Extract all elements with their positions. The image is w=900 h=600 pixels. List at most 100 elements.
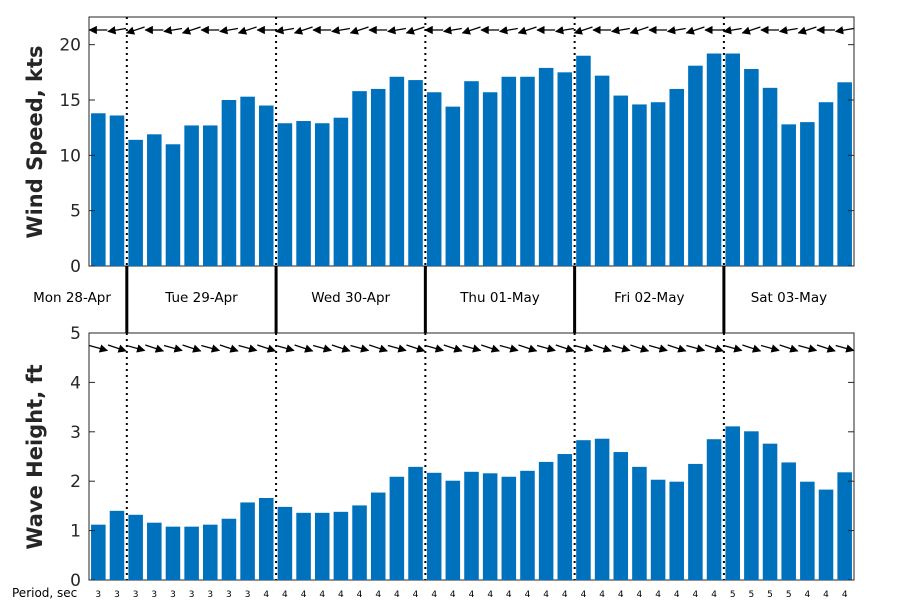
wind-direction-arrow bbox=[387, 26, 406, 35]
wind-bar bbox=[165, 144, 181, 266]
wave-bar bbox=[781, 462, 796, 580]
period-value: 4 bbox=[693, 590, 699, 600]
wind-direction-arrow bbox=[181, 26, 201, 35]
period-value: 4 bbox=[282, 590, 288, 600]
wind-bar bbox=[576, 55, 591, 267]
wind-bar bbox=[594, 75, 610, 267]
period-value: 4 bbox=[842, 590, 848, 600]
period-value: 4 bbox=[562, 590, 568, 600]
wave-direction-arrow bbox=[630, 344, 650, 353]
period-value: 3 bbox=[95, 590, 101, 600]
wind-bar bbox=[688, 65, 703, 266]
wind-bar bbox=[258, 105, 274, 266]
wind-bar bbox=[762, 87, 778, 266]
wind-bar bbox=[613, 95, 629, 266]
wave-direction-arrow bbox=[107, 344, 127, 353]
wind-bar bbox=[296, 121, 311, 266]
wave-bar bbox=[389, 476, 405, 580]
wind-bar bbox=[445, 106, 461, 266]
wave-bar bbox=[594, 438, 610, 580]
period-value: 3 bbox=[245, 590, 251, 600]
wave-direction-arrow bbox=[294, 344, 314, 353]
wave-bar bbox=[314, 512, 330, 580]
wave-direction-arrow bbox=[499, 344, 519, 353]
wave-height-panel: 0 1 2 3 4 5 bbox=[70, 324, 855, 591]
wind-bar bbox=[538, 67, 554, 266]
wave-bar bbox=[221, 518, 237, 580]
wind-direction-arrow bbox=[442, 26, 462, 35]
wave-bar bbox=[91, 524, 106, 580]
wind-bar bbox=[725, 53, 740, 266]
wave-bar bbox=[352, 505, 367, 580]
wind-direction-arrow bbox=[125, 26, 145, 35]
period-value: 4 bbox=[450, 590, 456, 600]
wave-bar bbox=[613, 452, 629, 580]
wave-direction-arrow bbox=[760, 344, 780, 353]
wave-bar bbox=[818, 489, 834, 580]
wave-direction-arrow bbox=[835, 344, 855, 353]
wave-direction-arrow bbox=[798, 344, 818, 353]
y-tick-label: 0 bbox=[70, 571, 81, 591]
wave-bar bbox=[837, 472, 852, 580]
wind-direction-arrow bbox=[554, 26, 574, 35]
wind-bar bbox=[352, 91, 367, 267]
wave-direction-arrow bbox=[779, 344, 799, 353]
period-value: 4 bbox=[805, 590, 811, 600]
wave-bar bbox=[706, 439, 722, 580]
wave-bar bbox=[669, 481, 685, 580]
wind-bar bbox=[800, 122, 815, 266]
wind-direction-arrow bbox=[237, 26, 257, 35]
wind-bar bbox=[333, 117, 349, 267]
wave-bar bbox=[184, 526, 199, 580]
wave-direction-arrow bbox=[667, 344, 687, 353]
wave-bar bbox=[762, 443, 778, 580]
wave-direction-arrow bbox=[742, 344, 762, 353]
period-value: 5 bbox=[749, 590, 755, 600]
wave-direction-arrow bbox=[275, 344, 295, 353]
wave-direction-arrow bbox=[257, 344, 277, 353]
wind-direction-arrow bbox=[629, 26, 649, 35]
wind-bar bbox=[744, 69, 759, 266]
wave-bar bbox=[370, 492, 386, 580]
period-value: 5 bbox=[786, 590, 792, 600]
wave-direction-arrow bbox=[89, 344, 109, 353]
wind-direction-arrow bbox=[722, 26, 742, 35]
wave-bar bbox=[128, 514, 143, 580]
wave-direction-arrow bbox=[518, 344, 538, 353]
period-value: 4 bbox=[413, 590, 419, 600]
y-tick-label: 4 bbox=[70, 373, 81, 393]
wave-direction-arrow bbox=[611, 344, 631, 353]
period-row: 3 3 3 3 3 3 3 3 3 4 4 4 4 4 4 4 4 4 4 4 4 4 4 4 4 4 4 4 4 4 4 4 4 4 5 5 5 5 4 4… bbox=[95, 590, 847, 600]
period-value: 4 bbox=[469, 590, 475, 600]
wind-direction-arrow bbox=[685, 26, 705, 35]
wave-direction-arrow bbox=[648, 344, 668, 353]
wave-direction-arrow bbox=[126, 344, 146, 353]
wind-bar bbox=[650, 102, 666, 267]
period-value: 4 bbox=[637, 590, 643, 600]
wave-direction-arrow bbox=[387, 344, 407, 353]
wave-bar bbox=[464, 471, 479, 580]
wind-direction-arrow bbox=[461, 26, 481, 35]
period-value: 4 bbox=[618, 590, 624, 600]
wave-bar bbox=[538, 461, 554, 580]
wind-bar bbox=[520, 76, 535, 266]
period-value: 4 bbox=[655, 590, 661, 600]
day-label: Tue 29-Apr bbox=[164, 290, 238, 306]
wind-bar bbox=[781, 124, 796, 266]
wave-bar bbox=[650, 479, 666, 580]
wave-bar bbox=[445, 480, 461, 580]
period-value: 4 bbox=[581, 590, 587, 600]
wind-direction-arrow bbox=[498, 26, 518, 35]
wind-bar bbox=[184, 125, 199, 266]
wave-bar bbox=[520, 470, 535, 580]
period-value: 4 bbox=[431, 590, 437, 600]
wind-bar bbox=[370, 88, 386, 267]
day-label: Mon 28-Apr bbox=[33, 290, 111, 306]
wave-bar bbox=[277, 506, 293, 580]
wave-direction-arrow bbox=[462, 344, 482, 353]
wind-bar bbox=[128, 139, 143, 266]
wind-bar bbox=[408, 80, 423, 266]
period-value: 5 bbox=[730, 590, 736, 600]
wave-bar bbox=[147, 522, 162, 580]
wind-bar bbox=[91, 113, 106, 266]
